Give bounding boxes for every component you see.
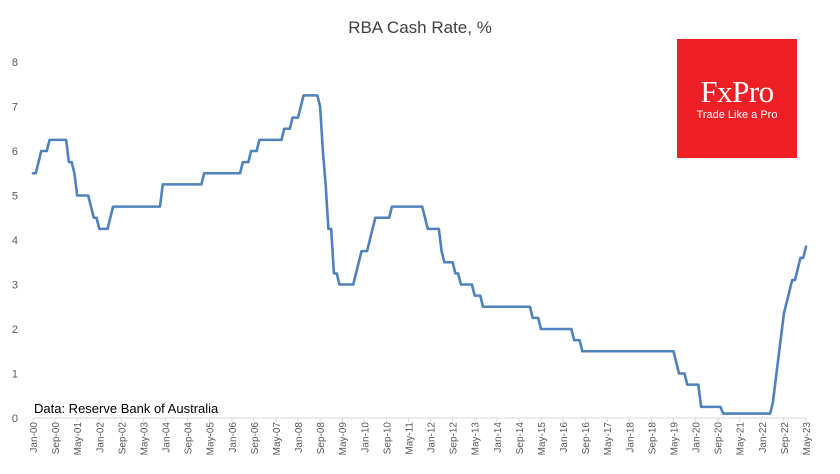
x-tick-label: May-21 [736, 422, 747, 456]
x-tick-label: Jan-08 [294, 422, 305, 453]
x-tick-label: Jan-16 [559, 422, 570, 453]
x-tick-label: Sep-08 [316, 422, 327, 455]
y-tick-label: 2 [12, 324, 18, 336]
series-line-1 [31, 94, 808, 415]
y-tick-label: 8 [12, 57, 18, 69]
x-tick-label: Sep-12 [449, 422, 460, 455]
x-tick-label: May-05 [206, 422, 217, 456]
x-tick-label: May-09 [338, 422, 349, 456]
y-tick-label: 7 [12, 102, 18, 114]
y-tick-label: 6 [12, 146, 18, 158]
fxpro-logo: FxPro Trade Like a Pro [677, 39, 797, 158]
x-tick-label: May-17 [603, 422, 614, 456]
x-tick-label: Jan-18 [625, 422, 636, 453]
x-tick-label: Jan-10 [360, 422, 371, 453]
x-tick-label: May-11 [404, 422, 415, 455]
x-tick-label: Sep-20 [714, 422, 725, 455]
x-tick-label: Sep-14 [515, 422, 526, 455]
x-tick-label: Sep-06 [250, 422, 261, 455]
x-tick-label: Jan-12 [427, 422, 438, 453]
x-tick-label: Sep-10 [382, 422, 393, 455]
x-tick-label: Sep-02 [117, 422, 128, 455]
y-tick-label: 3 [12, 280, 18, 292]
x-tick-label: May-23 [802, 422, 813, 456]
x-tick-label: Sep-04 [184, 422, 195, 455]
logo-tagline: Trade Like a Pro [696, 109, 778, 121]
x-tick-label: May-15 [537, 422, 548, 456]
x-tick-label: Sep-18 [647, 422, 658, 455]
x-tick-label: May-07 [272, 422, 283, 456]
x-tick-label: Sep-00 [51, 422, 62, 455]
x-tick-label: Sep-16 [581, 422, 592, 455]
x-tick-label: Jan-02 [95, 422, 106, 453]
y-tick-label: 4 [12, 235, 18, 247]
x-tick-label: Sep-22 [780, 422, 791, 455]
x-tick-label: Jan-06 [228, 422, 239, 453]
x-tick-label: Jan-00 [29, 422, 40, 453]
x-tick-label: May-01 [73, 422, 84, 456]
x-tick-label: May-19 [669, 422, 680, 456]
chart-title: RBA Cash Rate, % [348, 18, 492, 37]
x-tick-label: Jan-22 [758, 422, 769, 453]
x-tick-label: Jan-04 [162, 422, 173, 453]
x-tick-label: Jan-14 [493, 422, 504, 453]
source-note: Data: Reserve Bank of Australia [34, 401, 219, 416]
y-tick-label: 0 [12, 413, 18, 425]
y-tick-label: 1 [12, 369, 18, 381]
logo-wordmark: FxPro [700, 74, 774, 109]
x-tick-label: Jan-20 [692, 422, 703, 453]
x-tick-label: May-13 [471, 422, 482, 456]
y-tick-label: 5 [12, 191, 18, 203]
x-tick-label: May-03 [139, 422, 150, 456]
